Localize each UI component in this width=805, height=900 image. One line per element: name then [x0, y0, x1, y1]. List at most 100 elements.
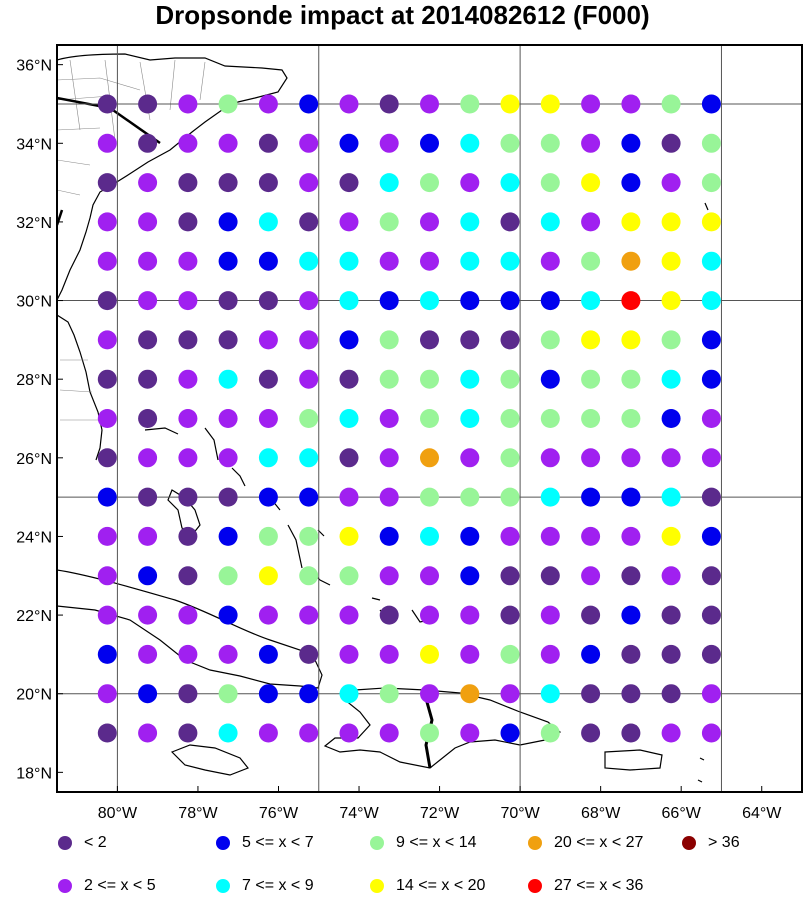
impact-dot — [460, 251, 480, 271]
latitude-tick-labels: 18°N 20°N 22°N 24°N 26°N 28°N 30°N 32°N 34°N 36°N — [16, 58, 63, 782]
impact-dot — [178, 409, 198, 428]
impact-dot — [138, 291, 158, 311]
impact-dot — [379, 723, 399, 743]
impact-dot — [701, 487, 721, 507]
impact-dot — [258, 409, 278, 428]
legend-label: 20 <= x < 27 — [554, 834, 644, 851]
impact-dot — [581, 644, 601, 664]
impact-dot — [621, 723, 641, 743]
impact-dot — [621, 644, 641, 664]
impact-dot — [581, 291, 601, 311]
impact-dot — [178, 251, 198, 271]
impact-dot — [379, 448, 399, 468]
impact-dot — [339, 291, 359, 311]
impact-dot — [138, 723, 158, 743]
impact-dot — [661, 212, 681, 232]
impact-dot — [500, 723, 520, 743]
impact-dot — [581, 723, 601, 743]
impact-dot — [540, 487, 560, 507]
impact-dot — [460, 566, 480, 586]
impact-dot — [178, 330, 198, 350]
impact-dot — [299, 566, 319, 586]
legend-label: < 2 — [84, 834, 107, 851]
impact-dot — [661, 173, 681, 193]
impact-dot — [138, 487, 158, 507]
impact-dot — [460, 684, 480, 704]
impact-dot — [581, 251, 601, 271]
lat-tick-label: 36°N — [16, 58, 52, 75]
impact-dot — [138, 369, 158, 389]
impact-dot — [581, 605, 601, 625]
impact-dot — [178, 448, 198, 468]
impact-dot — [138, 644, 158, 664]
impact-dot — [540, 605, 560, 625]
legend-swatch — [58, 879, 72, 893]
impact-dot — [97, 487, 117, 507]
impact-dot — [701, 291, 721, 311]
county-lines — [57, 59, 206, 421]
impact-dot — [540, 409, 560, 428]
impact-dot — [581, 212, 601, 232]
impact-dot — [178, 684, 198, 704]
impact-dot — [460, 448, 480, 468]
impact-dot — [581, 94, 601, 114]
impact-dot — [299, 369, 319, 389]
impact-dot — [621, 330, 641, 350]
impact-dot — [138, 251, 158, 271]
state-borders — [57, 96, 161, 226]
impact-dot — [701, 644, 721, 664]
impact-dot — [460, 173, 480, 193]
impact-dot — [581, 566, 601, 586]
map-frame — [56, 44, 803, 793]
legend-label: > 36 — [708, 834, 740, 851]
jamaica — [170, 744, 249, 776]
impact-dot — [299, 448, 319, 468]
impact-dot — [339, 684, 359, 704]
impact-dot — [500, 684, 520, 704]
impact-dot — [701, 684, 721, 704]
impact-dot — [339, 133, 359, 153]
impact-dot — [218, 212, 238, 232]
impact-dot — [420, 369, 439, 389]
impact-dot — [460, 330, 480, 350]
lat-tick-label: 30°N — [16, 294, 52, 311]
impact-dot — [138, 566, 158, 586]
impact-dot — [420, 330, 439, 350]
impact-dot — [258, 291, 278, 311]
impact-dot — [138, 133, 158, 153]
impact-dot — [379, 330, 399, 350]
impact-dot — [420, 291, 439, 311]
impact-dot — [339, 723, 359, 743]
lon-tick-label: 70°W — [500, 805, 540, 822]
impact-dot — [540, 369, 560, 389]
impact-dot — [621, 448, 641, 468]
impact-dot — [178, 644, 198, 664]
impact-dot — [661, 409, 681, 428]
impact-dot — [581, 448, 601, 468]
impact-dot — [258, 605, 278, 625]
impact-dot — [500, 330, 520, 350]
impact-dot — [178, 369, 198, 389]
impact-dot — [218, 133, 238, 153]
impact-dot — [218, 605, 238, 625]
impact-dot — [379, 605, 399, 625]
impact-dot — [97, 173, 117, 193]
impact-dot — [97, 644, 117, 664]
impact-dot — [661, 291, 681, 311]
impact-dot — [299, 487, 319, 507]
impact-dot — [299, 409, 319, 428]
impact-dot — [379, 566, 399, 586]
lon-tick-label: 68°W — [581, 805, 621, 822]
impact-dot — [500, 566, 520, 586]
impact-dot — [379, 291, 399, 311]
impact-dot — [178, 133, 198, 153]
impact-dot — [661, 566, 681, 586]
impact-dot — [540, 526, 560, 546]
impact-dot — [178, 173, 198, 193]
impact-dot — [420, 526, 439, 546]
impact-dot — [379, 684, 399, 704]
impact-dot — [500, 94, 520, 114]
impact-dot — [97, 526, 117, 546]
impact-dot — [138, 212, 158, 232]
impact-dot — [621, 251, 641, 271]
